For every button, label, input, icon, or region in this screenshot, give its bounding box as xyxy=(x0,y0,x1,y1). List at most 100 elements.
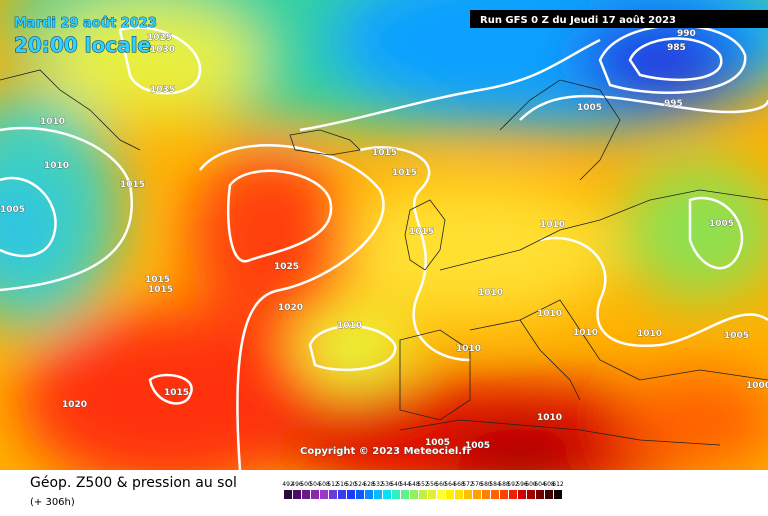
colorbar-swatch xyxy=(545,490,553,499)
isobar-label: 1010 xyxy=(478,288,503,298)
colorbar-swatch xyxy=(293,490,301,499)
colorbar-swatch xyxy=(392,490,400,499)
colorbar-tick-label: 552 xyxy=(417,481,429,488)
colorbar-swatch xyxy=(518,490,526,499)
colorbar-tick-label: 544 xyxy=(399,481,411,488)
isobar-label: 1005 xyxy=(724,331,749,341)
colorbar-swatch xyxy=(401,490,409,499)
colorbar-tick-label: 540 xyxy=(390,481,402,488)
isobar-labels: 1025103010351010101010151005101510151020… xyxy=(0,29,768,452)
colorbar-swatch xyxy=(374,490,382,499)
colorbar-tick-label: 496 xyxy=(291,481,303,488)
footer-title: Géop. Z500 & pression au sol xyxy=(30,475,237,491)
colorbar-tick-label: 508 xyxy=(318,481,330,488)
colorbar-tick-label: 592 xyxy=(507,481,519,488)
isobar-label: 1005 xyxy=(709,219,734,229)
isobar-label: 1010 xyxy=(537,413,562,423)
colorbar-swatch xyxy=(509,490,517,499)
colorbar-swatch xyxy=(356,490,364,499)
colorbar-swatch xyxy=(554,490,562,499)
coastlines xyxy=(0,69,768,446)
colorbar-swatch xyxy=(536,490,544,499)
colorbar-tick-label: 548 xyxy=(408,481,420,488)
colorbar-tick-label: 608 xyxy=(543,481,555,488)
run-box xyxy=(470,10,768,28)
isobar-label: 1015 xyxy=(164,388,189,398)
isobar-label: 990 xyxy=(677,29,696,39)
colorbar-tick-label: 600 xyxy=(525,481,537,488)
forecast-time: 20:00 locale xyxy=(14,33,151,57)
colorbar-swatch xyxy=(500,490,508,499)
isobar-label: 1000 xyxy=(746,381,768,391)
colorbar-tick-label: 516 xyxy=(336,481,348,488)
isobar-label: 1015 xyxy=(148,285,173,295)
colorbar-swatch xyxy=(347,490,355,499)
colorbar-swatch xyxy=(527,490,535,499)
colorbar-tick-label: 532 xyxy=(372,481,384,488)
isobar-label: 1015 xyxy=(409,227,434,237)
isobar-label: 1025 xyxy=(147,33,172,43)
isobar-label: 1010 xyxy=(456,344,481,354)
colorbar-swatch xyxy=(464,490,472,499)
colorbar-swatch xyxy=(455,490,463,499)
isobar-label: 1005 xyxy=(425,438,450,448)
colorbar-tick-label: 536 xyxy=(381,481,393,488)
colorbar-swatch xyxy=(419,490,427,499)
colorbar-swatch xyxy=(302,490,310,499)
isobar-label: 1015 xyxy=(120,180,145,190)
copyright: Copyright © 2023 Meteociel.fr xyxy=(300,446,471,457)
isobar-label: 1010 xyxy=(540,220,565,230)
colorbar-tick-label: 588 xyxy=(498,481,510,488)
colorbar-tick-label: 564 xyxy=(444,481,456,488)
colorbar-swatch xyxy=(437,490,445,499)
forecast-date: Mardi 29 août 2023 xyxy=(14,16,157,31)
isobar-label: 1005 xyxy=(577,103,602,113)
isobar-label: 1020 xyxy=(62,400,87,410)
field xyxy=(0,0,768,470)
colorbar-swatch xyxy=(338,490,346,499)
isobar-label: 1015 xyxy=(392,168,417,178)
colorbar-tick-label: 584 xyxy=(489,481,501,488)
colorbar-tick-label: 520 xyxy=(345,481,357,488)
colorbar-tick-label: 612 xyxy=(552,481,564,488)
footer-lead: (+ 306h) xyxy=(30,497,75,508)
colorbar-swatch xyxy=(473,490,481,499)
colorbar-tick-label: 500 xyxy=(300,481,312,488)
colorbar-tick-label: 492 xyxy=(282,481,294,488)
isobar-label: 1020 xyxy=(278,303,303,313)
colorbar-tick-label: 576 xyxy=(471,481,483,488)
isobar-label: 1010 xyxy=(537,309,562,319)
colorbar-tick-label: 560 xyxy=(435,481,447,488)
isobar-label: 985 xyxy=(667,43,686,53)
run-info: Run GFS 0 Z du Jeudi 17 août 2023 xyxy=(480,14,676,26)
colorbar-swatch xyxy=(320,490,328,499)
colorbar-swatch xyxy=(482,490,490,499)
isobar-label: 1015 xyxy=(145,275,170,285)
colorbar-swatch xyxy=(491,490,499,499)
colorbar-tick-label: 568 xyxy=(453,481,465,488)
colorbar-tick-label: 596 xyxy=(516,481,528,488)
colorbar-swatch xyxy=(410,490,418,499)
colorbar-tick-label: 524 xyxy=(354,481,366,488)
colorbar: 4924965005045085125165205245285325365405… xyxy=(282,481,564,499)
colorbar-swatch xyxy=(365,490,373,499)
isobar-label: 1025 xyxy=(274,262,299,272)
colorbar-tick-label: 556 xyxy=(426,481,438,488)
isobar-label: 1010 xyxy=(40,117,65,127)
isobar-label: 1010 xyxy=(44,161,69,171)
colorbar-tick-label: 504 xyxy=(309,481,321,488)
isobar-label: 1005 xyxy=(0,205,25,215)
colorbar-tick-label: 604 xyxy=(534,481,546,488)
colorbar-tick-label: 512 xyxy=(327,481,339,488)
colorbar-swatch xyxy=(329,490,337,499)
colorbar-swatch xyxy=(311,490,319,499)
isobar-label: 1010 xyxy=(637,329,662,339)
colorbar-swatch xyxy=(383,490,391,499)
colorbar-swatch xyxy=(446,490,454,499)
isobar-label: 1010 xyxy=(337,321,362,331)
isobar-label: 1030 xyxy=(150,45,175,55)
isobar-label: 1015 xyxy=(372,148,397,158)
isobar-label: 1035 xyxy=(150,85,175,95)
